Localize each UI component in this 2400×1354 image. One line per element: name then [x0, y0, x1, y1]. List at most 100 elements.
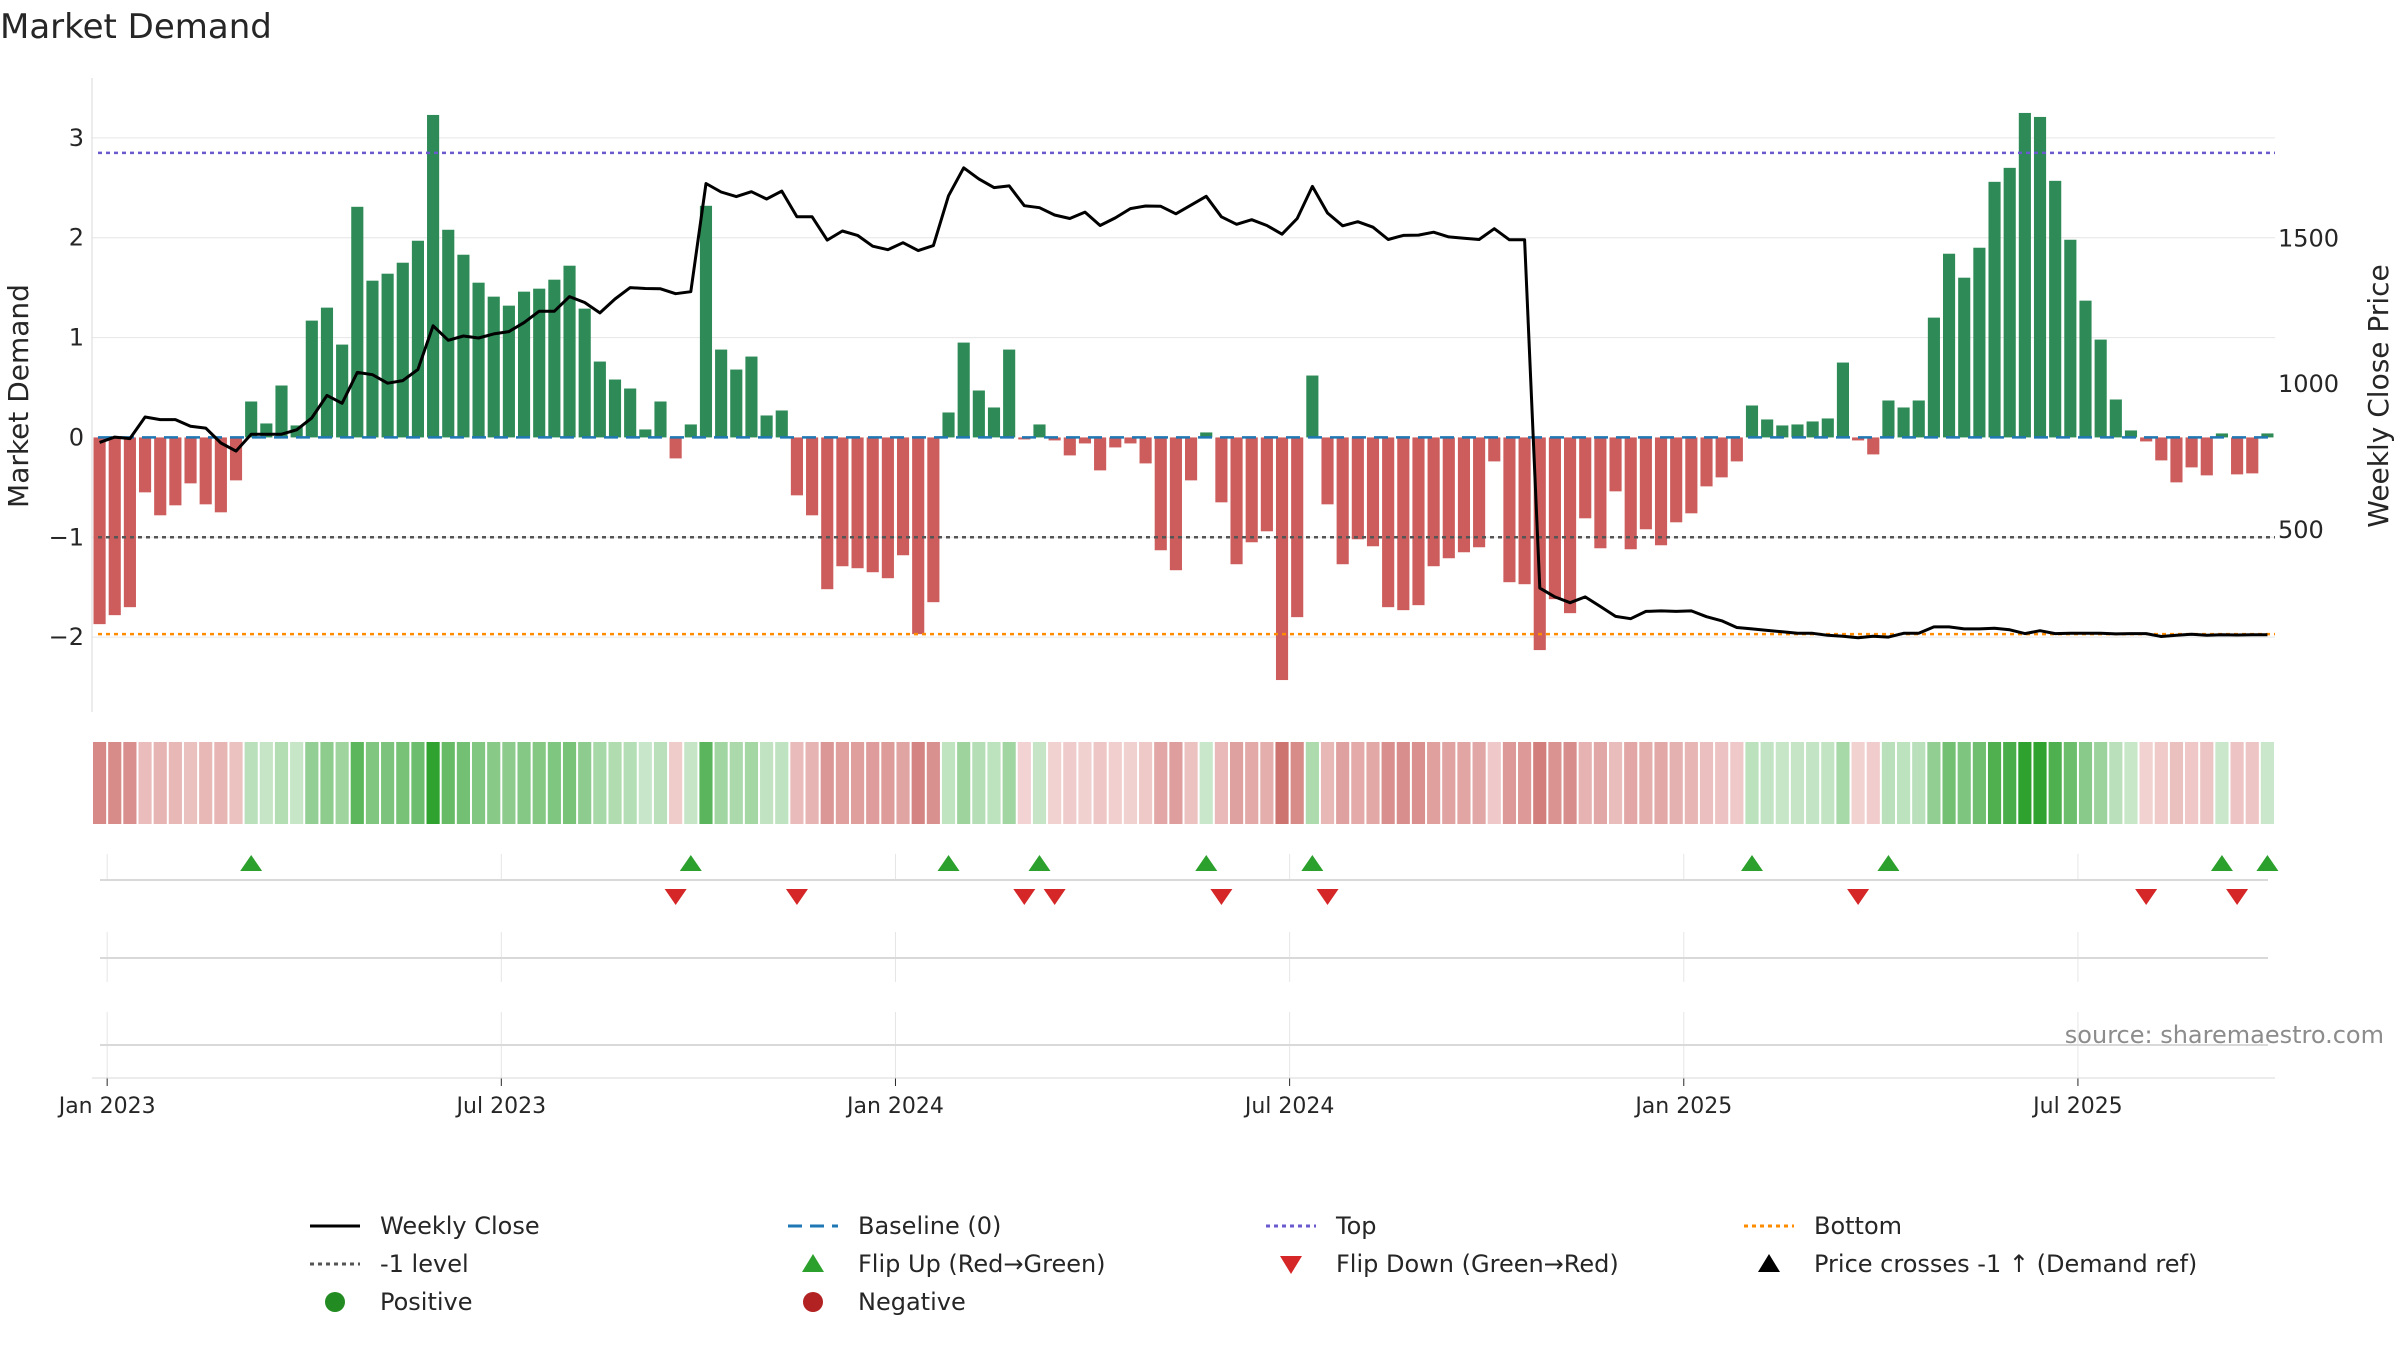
heat-cell — [2200, 742, 2214, 824]
demand-bar — [1670, 437, 1683, 523]
flip-down-marker — [2135, 889, 2158, 905]
heat-cell — [1927, 742, 1941, 824]
demand-bar — [1730, 437, 1743, 462]
heat-cell — [93, 742, 107, 824]
heat-cell — [714, 742, 728, 824]
heat-cell — [911, 742, 925, 824]
legend-top: Top — [1256, 1208, 1377, 1244]
heat-cell — [381, 742, 395, 824]
legend: Weekly Close Baseline (0) Top Bottom -1 … — [300, 1208, 2200, 1328]
demand-bar — [730, 369, 743, 438]
heat-cell — [1032, 742, 1047, 824]
heat-cell — [562, 742, 577, 824]
heat-cell — [1017, 742, 1031, 824]
demand-bar — [502, 305, 515, 438]
legend-flip-down: Flip Down (Green→Red) — [1256, 1246, 1619, 1282]
heat-cell — [290, 742, 304, 824]
demand-bar — [927, 437, 940, 603]
demand-bar — [1912, 400, 1925, 438]
demand-bar — [1548, 437, 1561, 600]
demand-bar — [1579, 437, 1592, 519]
legend-minus1-level: -1 level — [300, 1246, 469, 1282]
flip-up-marker — [1195, 855, 1218, 871]
flip-down-marker — [1013, 889, 1036, 905]
demand-bar — [1033, 424, 1046, 438]
legend-label: Weekly Close — [380, 1212, 540, 1240]
heat-cell — [1957, 742, 1971, 824]
demand-bar — [396, 262, 409, 438]
demand-bar — [1700, 437, 1713, 487]
demand-bar — [1745, 405, 1759, 438]
demand-bar — [745, 356, 758, 438]
heat-cell — [2139, 742, 2153, 824]
triangle-down-icon — [1280, 1256, 1302, 1274]
x-tick-label: Jul 2025 — [2031, 1094, 2123, 1119]
demand-bar — [2049, 180, 2062, 438]
demand-bar — [593, 361, 606, 438]
demand-bar — [1351, 437, 1364, 540]
demand-bar — [1715, 437, 1728, 478]
demand-bar — [1003, 349, 1016, 438]
demand-bar — [1215, 437, 1228, 503]
weekly-close-line — [99, 166, 2268, 640]
heat-cell — [471, 742, 486, 824]
heat-cell — [1715, 742, 1729, 824]
x-tick-label: Jan 2024 — [845, 1094, 944, 1119]
demand-bar — [1275, 437, 1289, 681]
heat-cell — [244, 742, 258, 824]
demand-bar — [214, 437, 227, 513]
demand-bar — [1958, 277, 1971, 438]
heat-cell — [1093, 742, 1107, 824]
flip-up-marker — [2210, 855, 2233, 871]
demand-bar — [154, 437, 167, 516]
heat-cell — [1699, 742, 1714, 824]
heat-cell — [1730, 742, 1744, 824]
heat-cell — [2048, 742, 2062, 824]
demand-bar — [2261, 433, 2274, 438]
heat-cell — [881, 742, 895, 824]
demand-bar — [1094, 437, 1107, 471]
x-tick-label: Jan 2025 — [1633, 1094, 1732, 1119]
y-axis-left-label: Market Demand — [2, 284, 35, 508]
heat-cell — [2018, 742, 2032, 824]
demand-bar — [1897, 407, 1910, 438]
demand-bar — [517, 291, 531, 438]
demand-bar — [1200, 432, 1213, 438]
triangle-up-black-icon — [1758, 1254, 1780, 1272]
heat-cell — [1851, 742, 1865, 824]
demand-bar — [457, 254, 470, 438]
heat-cell — [2154, 742, 2168, 824]
heat-cell — [653, 742, 668, 824]
heat-cell — [1760, 742, 1774, 824]
demand-bar — [1245, 437, 1258, 543]
demand-bar — [1639, 437, 1652, 530]
heat-cell — [1608, 742, 1623, 824]
legend-flip-up: Flip Up (Red→Green) — [778, 1246, 1106, 1282]
demand-bar — [1761, 419, 1774, 438]
demand-bar — [699, 205, 713, 438]
flip-down-marker — [1043, 889, 1066, 905]
flip-up-marker — [1740, 855, 1763, 871]
demand-bar — [1988, 181, 2001, 438]
demand-bar — [1488, 437, 1501, 462]
demand-bar — [411, 240, 424, 438]
heat-cell — [1184, 742, 1198, 824]
legend-label: Baseline (0) — [858, 1212, 1002, 1240]
demand-bar — [1397, 437, 1410, 611]
heat-cell — [1411, 742, 1426, 824]
heat-cell — [744, 742, 759, 824]
heat-cell — [441, 742, 455, 824]
heat-cell — [2094, 742, 2108, 824]
heat-cell — [138, 742, 152, 824]
heat-cell — [426, 742, 440, 824]
heat-cell — [199, 742, 213, 824]
heat-cell — [2185, 742, 2199, 824]
flip-down-marker — [1847, 889, 1870, 905]
heat-cell — [1275, 742, 1289, 824]
demand-bar — [2109, 399, 2122, 438]
demand-bar — [1048, 437, 1061, 441]
heat-cell — [1154, 742, 1168, 824]
heat-cell — [1578, 742, 1592, 824]
demand-bar — [2124, 430, 2138, 438]
heat-cell — [1775, 742, 1789, 824]
